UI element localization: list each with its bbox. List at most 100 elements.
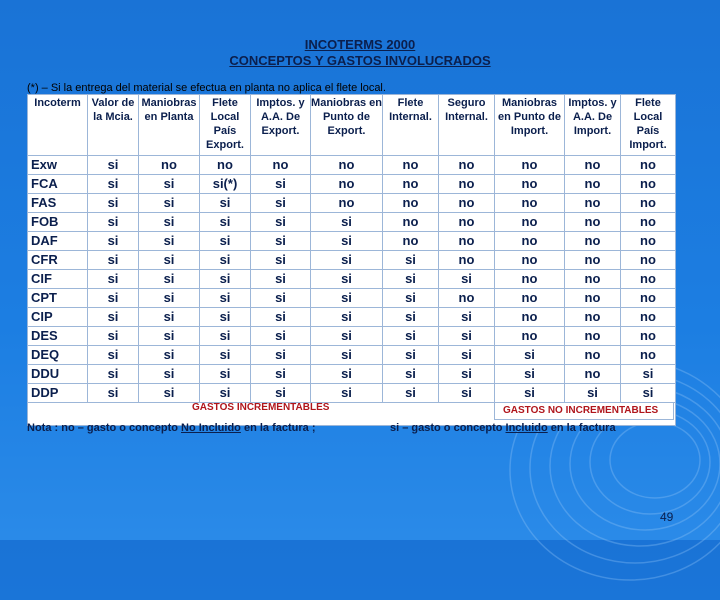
nota-right-underlined: Incluido — [505, 422, 548, 434]
table-cell: si — [250, 326, 311, 346]
table-cell: si — [199, 212, 251, 232]
table-cell: si — [250, 269, 311, 289]
table-cell: no — [620, 193, 676, 213]
table-cell: no — [620, 174, 676, 194]
table-cell: si — [250, 212, 311, 232]
footnote-local-freight: (*) – Si la entrega del material se efec… — [27, 82, 386, 94]
table-cell: si — [438, 383, 495, 403]
table-cell: no — [564, 307, 621, 327]
table-cell: si — [382, 250, 439, 270]
table-cell: no — [564, 193, 621, 213]
table-cell: si — [438, 307, 495, 327]
table-cell: no — [564, 174, 621, 194]
gastos-incrementables-label: GASTOS INCREMENTABLES — [192, 402, 330, 413]
table-row: DEQ si si si si si si si si no no — [27, 345, 676, 365]
table-header-row: Incoterm Valor de la Mcia. Maniobras en Pl… — [27, 94, 676, 156]
table-cell: no — [620, 212, 676, 232]
incoterm-cell: CIP — [27, 307, 88, 327]
nota-left-prefix: Nota : no – gasto o concepto — [27, 422, 182, 434]
table-cell: no — [310, 155, 383, 175]
table-cell: si — [138, 174, 200, 194]
table-cell: si — [494, 345, 565, 365]
table-cell: si — [564, 383, 621, 403]
table-cell: si — [87, 193, 139, 213]
table-cell: si — [138, 345, 200, 365]
table-cell: no — [564, 250, 621, 270]
table-cell: no — [494, 193, 565, 213]
table-row: DDP si si si si si si si si si si — [27, 383, 676, 403]
table-cell: si — [310, 212, 383, 232]
table-cell: si — [310, 383, 383, 403]
page-title: INCOTERMS 2000 — [304, 37, 416, 52]
table-cell: no — [310, 174, 383, 194]
table-cell: no — [620, 345, 676, 365]
table-row: FCA si si si(*) si no no no no no no — [27, 174, 676, 194]
table-cell: si — [138, 326, 200, 346]
incoterm-cell: CPT — [27, 288, 88, 308]
table-cell: si — [87, 174, 139, 194]
table-cell: no — [438, 250, 495, 270]
table-cell: si — [250, 288, 311, 308]
table-cell: si — [250, 250, 311, 270]
table-cell: si — [250, 383, 311, 403]
table-cell: no — [564, 231, 621, 251]
table-cell: no — [494, 250, 565, 270]
no-incrementables-box — [494, 402, 674, 420]
table-cell: si — [138, 231, 200, 251]
table-cell: si — [87, 383, 139, 403]
table-cell: si — [310, 345, 383, 365]
table-cell: no — [564, 269, 621, 289]
table-cell: no — [564, 364, 621, 384]
table-cell: no — [438, 193, 495, 213]
table-cell: si — [138, 364, 200, 384]
column-header: Flete Local País Export. — [199, 94, 251, 156]
incoterm-cell: CFR — [27, 250, 88, 270]
table-row: CFR si si si si si si no no no no — [27, 250, 676, 270]
table-cell: si — [199, 383, 251, 403]
table-cell: si — [310, 326, 383, 346]
incoterm-cell: FAS — [27, 193, 88, 213]
page-subtitle: CONCEPTOS Y GASTOS INVOLUCRADOS — [229, 53, 491, 68]
table-cell: no — [382, 174, 439, 194]
column-header: Valor de la Mcia. — [87, 94, 139, 156]
table-cell: no — [620, 250, 676, 270]
incoterm-cell: FOB — [27, 212, 88, 232]
table-cell: si(*) — [199, 174, 251, 194]
table-row: CIP si si si si si si si no no no — [27, 307, 676, 327]
table-cell: no — [382, 231, 439, 251]
table-cell: si — [199, 193, 251, 213]
table-cell: si — [382, 269, 439, 289]
table-cell: si — [310, 364, 383, 384]
table-cell: si — [250, 364, 311, 384]
nota-no-definition: Nota : no – gasto o concepto No Incluido… — [27, 422, 315, 434]
table-cell: si — [199, 307, 251, 327]
column-header: Maniobras en Punto de Export. — [310, 94, 383, 156]
table-cell: no — [438, 212, 495, 232]
table-cell: si — [138, 288, 200, 308]
table-cell: si — [138, 250, 200, 270]
table-row: FOB si si si si si no no no no no — [27, 212, 676, 232]
table-cell: si — [310, 269, 383, 289]
table-cell: no — [564, 345, 621, 365]
table-cell: si — [250, 307, 311, 327]
nota-si-definition: si – gasto o concepto Incluido en la fac… — [390, 422, 616, 434]
table-cell: no — [199, 155, 251, 175]
table-cell: si — [438, 345, 495, 365]
table-cell: no — [310, 193, 383, 213]
table-cell: no — [494, 231, 565, 251]
column-header: Maniobras en Punto de Import. — [494, 94, 565, 156]
table-row: DDU si si si si si si si si no si — [27, 364, 676, 384]
table-cell: si — [138, 193, 200, 213]
table-cell: si — [199, 288, 251, 308]
table-cell: si — [87, 269, 139, 289]
table-cell: si — [87, 345, 139, 365]
table-cell: no — [564, 288, 621, 308]
column-header: Maniobras en Planta — [138, 94, 200, 156]
table-cell: si — [250, 174, 311, 194]
nota-left-suffix: en la factura ; — [240, 422, 316, 434]
incoterm-cell: DAF — [27, 231, 88, 251]
incoterm-cell: DES — [27, 326, 88, 346]
table-cell: si — [382, 364, 439, 384]
table-cell: si — [87, 364, 139, 384]
table-cell: no — [494, 288, 565, 308]
